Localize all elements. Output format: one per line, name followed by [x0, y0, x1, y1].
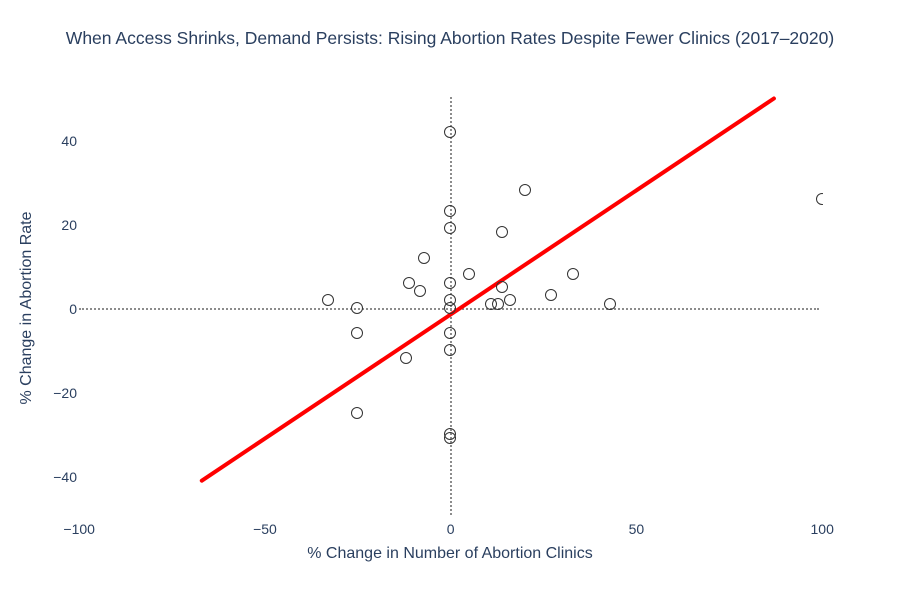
data-point[interactable]	[418, 251, 431, 264]
data-point[interactable]	[444, 205, 457, 218]
data-point[interactable]	[399, 352, 412, 365]
y-tick-label: −20	[53, 384, 77, 401]
data-point[interactable]	[518, 184, 531, 197]
y-tick-label: 40	[61, 132, 77, 149]
data-point[interactable]	[492, 297, 505, 310]
data-point[interactable]	[351, 302, 364, 314]
data-point[interactable]	[444, 125, 457, 138]
x-tick-label: −50	[253, 521, 277, 537]
data-point[interactable]	[496, 281, 509, 293]
data-point[interactable]	[444, 432, 457, 445]
data-point[interactable]	[444, 344, 457, 356]
y-tick-label: 20	[61, 216, 77, 233]
y-tick-label: −40	[53, 468, 77, 485]
x-tick-label: −100	[63, 521, 95, 537]
data-point[interactable]	[496, 226, 509, 239]
plot-area	[78, 95, 823, 516]
chart-title: When Access Shrinks, Demand Persists: Ri…	[65, 28, 835, 48]
data-point[interactable]	[444, 222, 457, 235]
data-point[interactable]	[444, 302, 457, 314]
data-point[interactable]	[444, 327, 457, 340]
data-point[interactable]	[566, 268, 579, 281]
data-point[interactable]	[544, 289, 557, 302]
data-point[interactable]	[321, 293, 334, 306]
data-point[interactable]	[403, 276, 416, 289]
data-point[interactable]	[462, 268, 475, 281]
data-point[interactable]	[444, 276, 457, 289]
y-tick-label: 0	[69, 300, 77, 317]
data-point[interactable]	[815, 192, 823, 205]
trend-line	[199, 96, 776, 483]
x-tick-label: 0	[446, 521, 455, 537]
x-axis-title: % Change in Number of Abortion Clinics	[307, 545, 593, 562]
data-point[interactable]	[603, 297, 616, 310]
x-tick-label: 100	[810, 521, 834, 537]
data-point[interactable]	[414, 285, 427, 298]
x-tick-label: 50	[628, 521, 645, 537]
data-point[interactable]	[351, 327, 364, 340]
data-point[interactable]	[351, 407, 364, 419]
data-point[interactable]	[503, 293, 516, 306]
